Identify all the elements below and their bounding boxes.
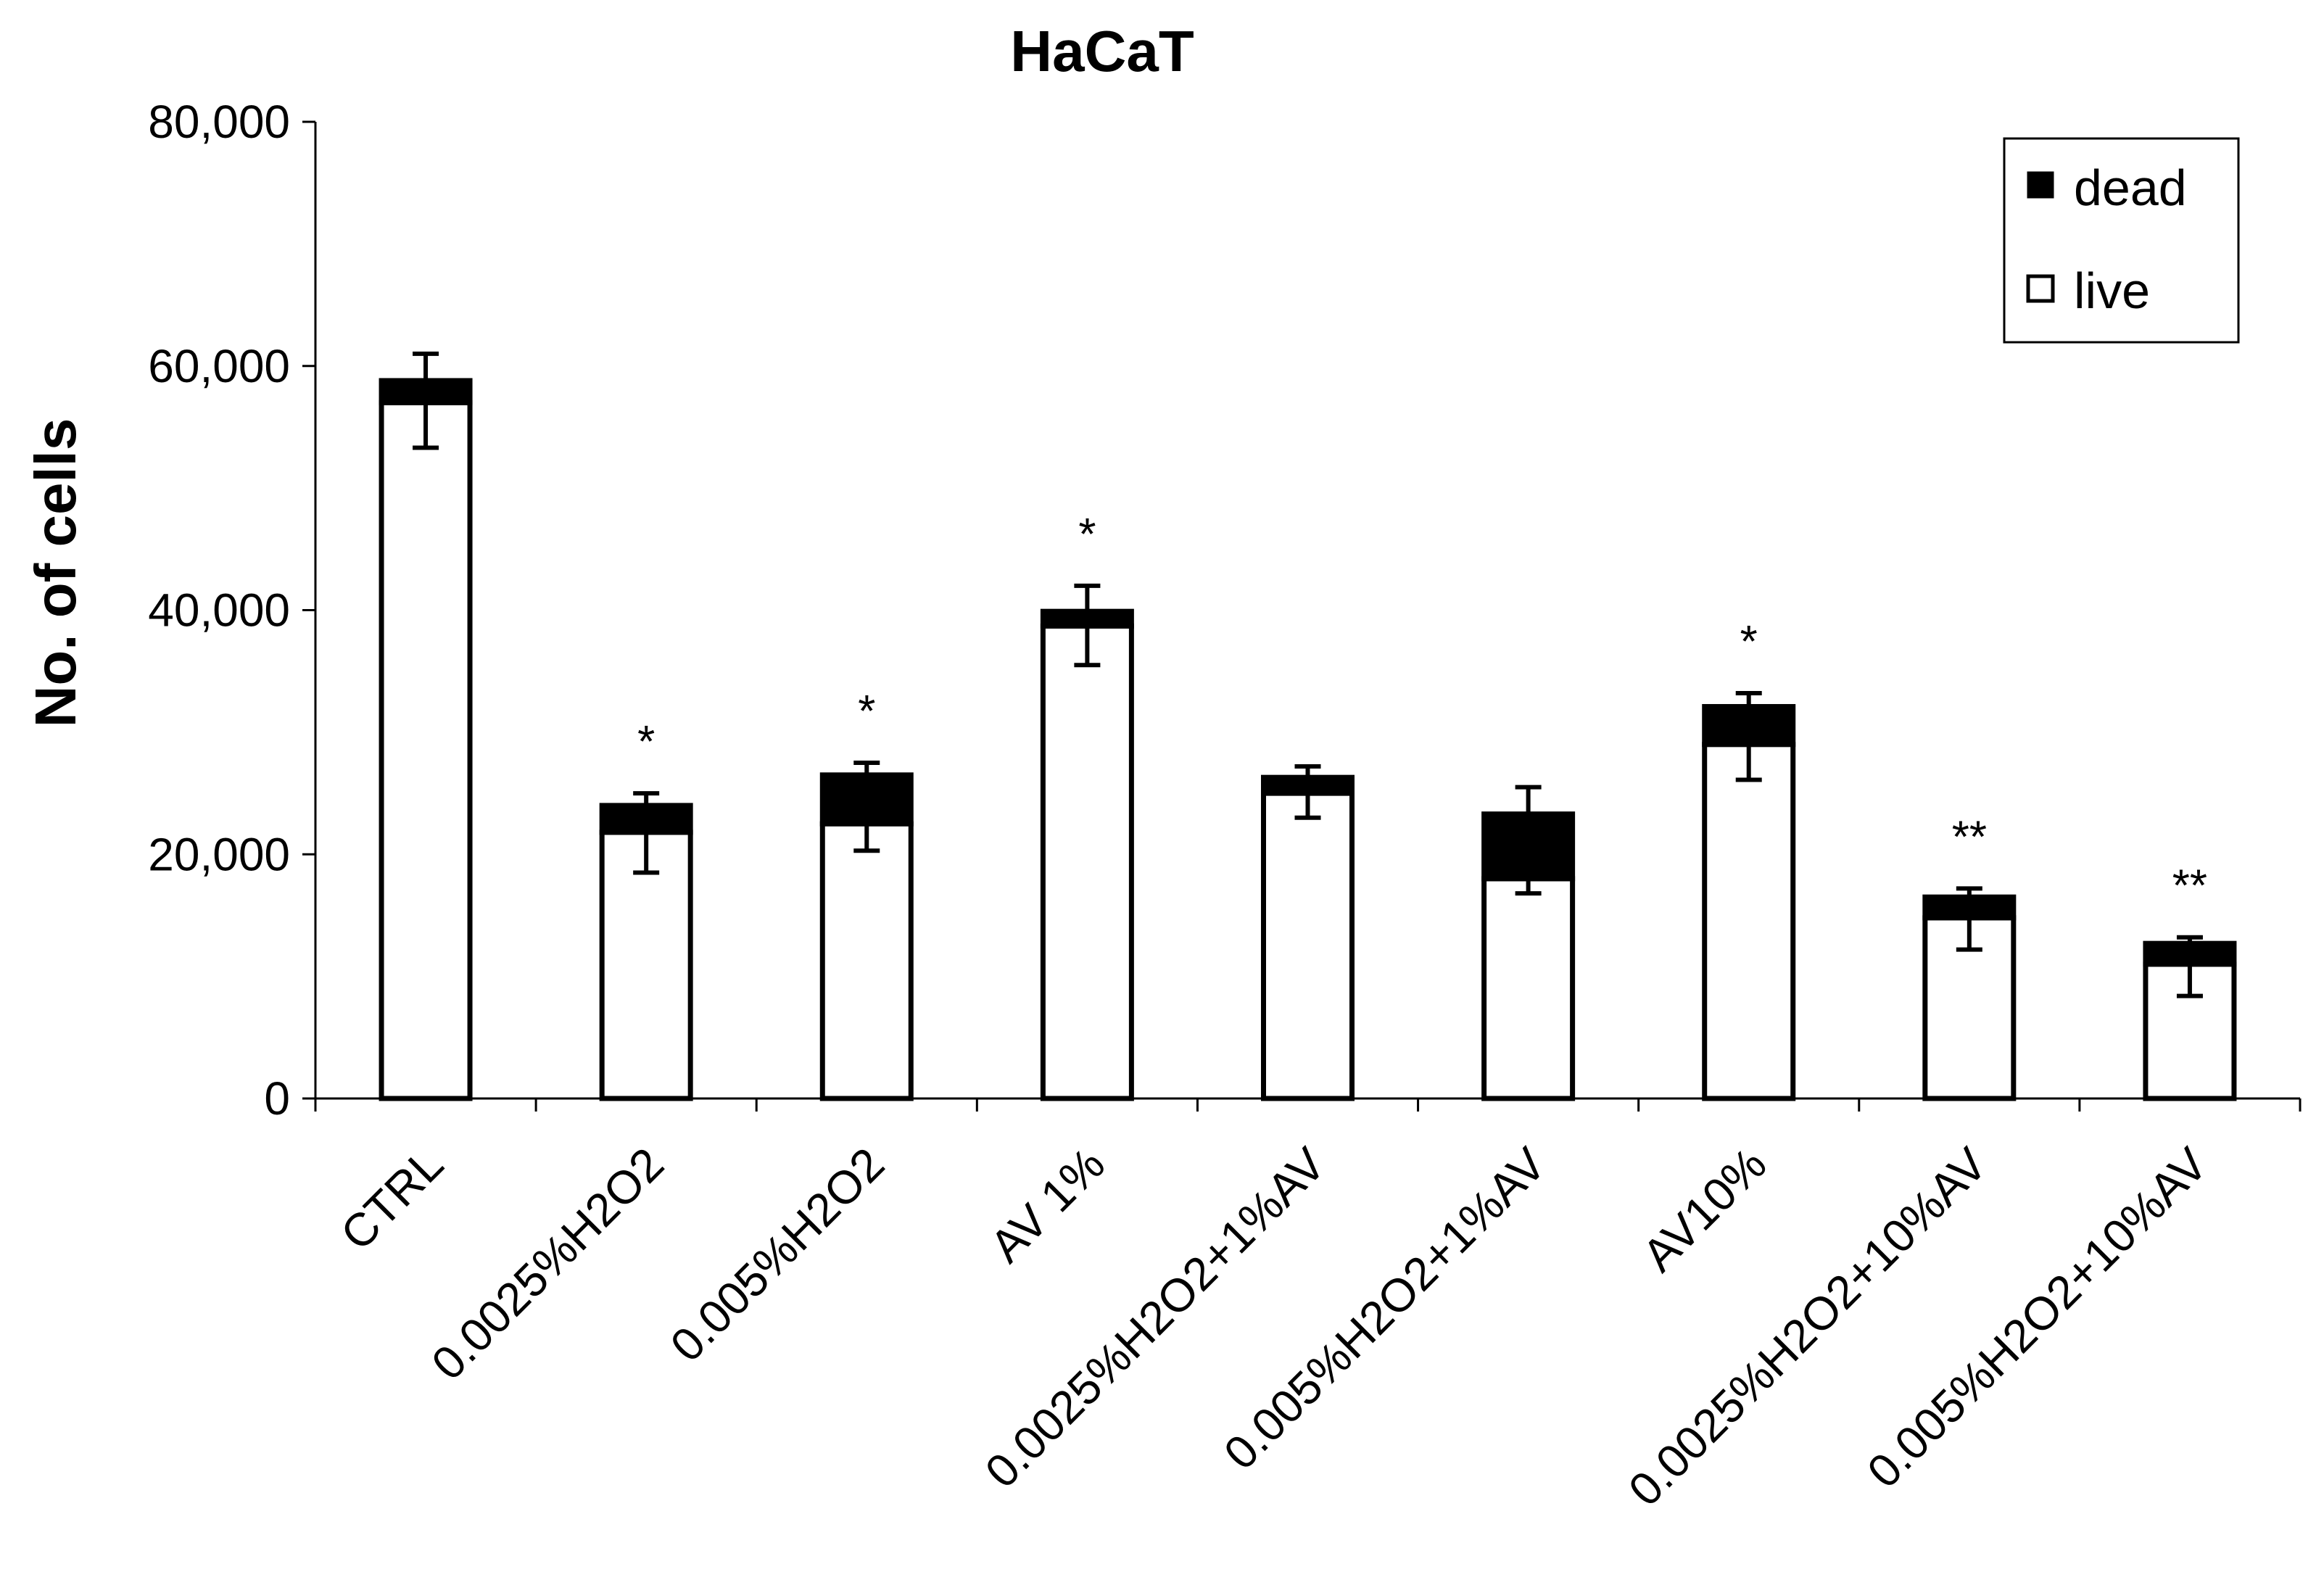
y-tick-label: 40,000 (148, 584, 290, 637)
x-tick-label: AV 1% (980, 1138, 1115, 1272)
x-tick-label: 0.0025%H2O2+10%AV (1618, 1138, 1997, 1516)
significance-marker: * (858, 687, 875, 737)
x-tick-label: CTRL (331, 1138, 453, 1260)
y-axis-label: No. of cells (23, 418, 88, 728)
legend-swatch-dead (2027, 171, 2054, 199)
y-tick-label: 60,000 (148, 340, 290, 392)
bar-live (1702, 742, 1796, 1101)
significance-marker: ** (1952, 812, 1987, 862)
legend: dead live (2003, 137, 2240, 344)
significance-marker: ** (2172, 861, 2207, 911)
bar-live (819, 821, 914, 1101)
bar-live (1481, 876, 1576, 1101)
x-tick-label: 0.005%H2O2 (661, 1138, 895, 1372)
significance-marker: * (1078, 510, 1096, 560)
y-tick-label: 80,000 (148, 96, 290, 148)
y-axis: 0 20,000 40,000 60,000 80,000 (148, 96, 317, 1125)
legend-label-live: live (2074, 262, 2150, 319)
legend-swatch-live (2026, 274, 2055, 303)
x-tick-label: AV10% (1632, 1138, 1776, 1281)
x-tick-label: 0.0025%H2O2 (421, 1138, 674, 1390)
chart-title: HaCaT (1010, 19, 1194, 83)
significance-marker: * (637, 717, 655, 767)
plot-area: ******** (379, 351, 2237, 1101)
bar-live (1040, 623, 1134, 1101)
legend-label-dead: dead (2074, 160, 2187, 216)
bar-live (1261, 790, 1355, 1101)
bar-live (379, 400, 473, 1101)
significance-marker: * (1740, 617, 1758, 667)
y-tick-label: 0 (264, 1072, 290, 1125)
y-tick-label: 20,000 (148, 828, 290, 880)
